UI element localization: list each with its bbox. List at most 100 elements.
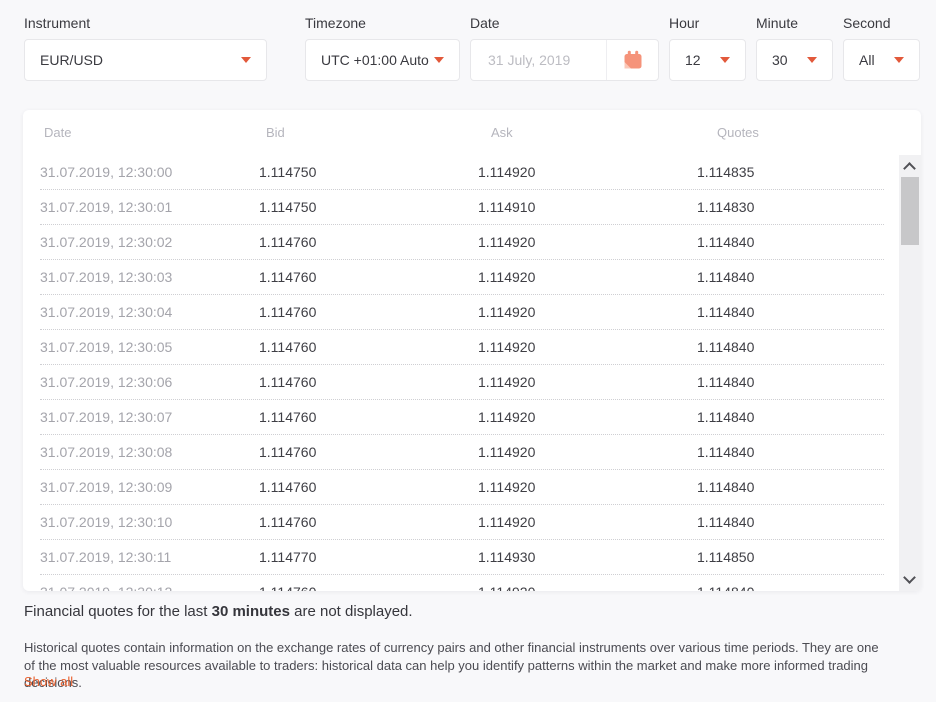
cell-date: 31.07.2019, 12:30:05 bbox=[40, 339, 173, 355]
table-row: 31.07.2019, 12:30:02 1.114760 1.114920 1… bbox=[23, 225, 899, 260]
chevron-down-icon bbox=[720, 57, 730, 63]
minute-label: Minute bbox=[756, 15, 799, 31]
cell-date: 31.07.2019, 12:30:10 bbox=[40, 514, 173, 530]
chevron-down-icon bbox=[807, 57, 817, 63]
cell-ask: 1.114920 bbox=[478, 269, 536, 285]
scroll-down-icon[interactable] bbox=[903, 571, 916, 584]
date-input[interactable] bbox=[471, 40, 606, 80]
cell-ask: 1.114920 bbox=[478, 514, 536, 530]
cell-date: 31.07.2019, 12:30:11 bbox=[40, 549, 172, 565]
notice-duration: 30 minutes bbox=[211, 603, 290, 620]
cell-ask: 1.114920 bbox=[478, 234, 536, 250]
column-header-bid: Bid bbox=[266, 125, 285, 140]
cell-quotes: 1.114840 bbox=[697, 479, 755, 495]
cell-ask: 1.114920 bbox=[478, 304, 536, 320]
date-label: Date bbox=[470, 15, 500, 31]
cell-quotes: 1.114830 bbox=[697, 199, 755, 215]
cell-date: 31.07.2019, 12:30:01 bbox=[40, 199, 173, 215]
cell-ask: 1.114920 bbox=[478, 479, 536, 495]
calendar-button[interactable] bbox=[606, 40, 658, 80]
cell-ask: 1.114920 bbox=[478, 164, 536, 180]
chevron-down-icon bbox=[894, 57, 904, 63]
cell-ask: 1.114920 bbox=[478, 575, 697, 591]
cell-ask: 1.114930 bbox=[478, 549, 536, 565]
historical-quotes-description: Historical quotes contain information on… bbox=[24, 640, 879, 690]
cell-ask: 1.114920 bbox=[478, 374, 536, 390]
chevron-down-icon bbox=[434, 57, 444, 63]
hour-label: Hour bbox=[669, 15, 700, 31]
cell-ask: 1.114920 bbox=[478, 409, 536, 425]
column-header-ask: Ask bbox=[491, 125, 513, 140]
column-header-date: Date bbox=[44, 125, 72, 140]
cell-date: 31.07.2019, 12:30:00 bbox=[40, 164, 173, 180]
cell-date: 31.07.2019, 12:30:12 bbox=[40, 575, 259, 591]
cell-bid: 1.114770 bbox=[259, 549, 317, 565]
timezone-filter: Timezone UTC +01:00 Auto bbox=[305, 16, 460, 81]
cell-quotes: 1.114840 bbox=[697, 514, 755, 530]
second-select[interactable]: All bbox=[843, 39, 920, 81]
second-label: Second bbox=[843, 15, 891, 31]
cell-quotes: 1.114840 bbox=[697, 409, 755, 425]
cell-bid: 1.114760 bbox=[259, 409, 317, 425]
cell-quotes: 1.114840 bbox=[697, 304, 755, 320]
cell-date: 31.07.2019, 12:30:06 bbox=[40, 374, 173, 390]
cell-bid: 1.114760 bbox=[259, 444, 317, 460]
vertical-scrollbar[interactable] bbox=[899, 155, 921, 591]
quotes-notice: Financial quotes for the last 30 minutes… bbox=[24, 603, 413, 620]
table-row: 31.07.2019, 12:30:05 1.114760 1.114920 1… bbox=[23, 330, 899, 365]
cell-date: 31.07.2019, 12:30:09 bbox=[40, 479, 173, 495]
cell-bid: 1.114760 bbox=[259, 339, 317, 355]
cell-date: 31.07.2019, 12:30:03 bbox=[40, 269, 173, 285]
cell-bid: 1.114760 bbox=[259, 234, 317, 250]
scrollbar-thumb[interactable] bbox=[901, 177, 919, 245]
cell-bid: 1.114760 bbox=[259, 269, 317, 285]
show-all-link[interactable]: Show all bbox=[24, 674, 74, 689]
minute-value: 30 bbox=[772, 52, 788, 68]
instrument-value: EUR/USD bbox=[40, 52, 104, 68]
column-header-quotes: Quotes bbox=[717, 125, 759, 140]
cell-date: 31.07.2019, 12:30:02 bbox=[40, 234, 173, 250]
cell-bid: 1.114760 bbox=[259, 575, 478, 591]
cell-quotes: 1.114840 bbox=[697, 575, 899, 591]
hour-select[interactable]: 12 bbox=[669, 39, 746, 81]
cell-bid: 1.114750 bbox=[259, 164, 317, 180]
table-row: 31.07.2019, 12:30:06 1.114760 1.114920 1… bbox=[23, 365, 899, 400]
calendar-icon bbox=[624, 50, 641, 69]
table-row: 31.07.2019, 12:30:08 1.114760 1.114920 1… bbox=[23, 435, 899, 470]
table-row: 31.07.2019, 12:30:11 1.114770 1.114930 1… bbox=[23, 540, 899, 575]
chevron-down-icon bbox=[241, 57, 251, 63]
table-row: 31.07.2019, 12:30:00 1.114750 1.114920 1… bbox=[23, 155, 899, 190]
cell-date: 31.07.2019, 12:30:08 bbox=[40, 444, 173, 460]
cell-bid: 1.114760 bbox=[259, 479, 317, 495]
second-filter: Second All bbox=[843, 16, 920, 81]
quotes-table-card: Date Bid Ask Quotes 31.07.2019, 12:30:00… bbox=[23, 110, 921, 591]
timezone-label: Timezone bbox=[305, 15, 366, 31]
cell-quotes: 1.114840 bbox=[697, 269, 755, 285]
table-body: 31.07.2019, 12:30:00 1.114750 1.114920 1… bbox=[23, 155, 899, 591]
cell-ask: 1.114920 bbox=[478, 339, 536, 355]
hour-value: 12 bbox=[685, 52, 701, 68]
instrument-filter: Instrument EUR/USD bbox=[24, 16, 267, 81]
cell-quotes: 1.114840 bbox=[697, 339, 755, 355]
cell-bid: 1.114750 bbox=[259, 199, 317, 215]
timezone-value: UTC +01:00 Auto bbox=[321, 52, 429, 68]
cell-quotes: 1.114840 bbox=[697, 374, 755, 390]
second-value: All bbox=[859, 52, 875, 68]
table-row: 31.07.2019, 12:30:10 1.114760 1.114920 1… bbox=[23, 505, 899, 540]
date-filter: Date bbox=[470, 16, 659, 81]
table-header: Date Bid Ask Quotes bbox=[23, 110, 921, 155]
timezone-select[interactable]: UTC +01:00 Auto bbox=[305, 39, 460, 81]
minute-select[interactable]: 30 bbox=[756, 39, 833, 81]
cell-date: 31.07.2019, 12:30:04 bbox=[40, 304, 173, 320]
table-row: 31.07.2019, 12:30:03 1.114760 1.114920 1… bbox=[23, 260, 899, 295]
cell-bid: 1.114760 bbox=[259, 374, 317, 390]
notice-prefix: Financial quotes for the last bbox=[24, 603, 212, 620]
table-row: 31.07.2019, 12:30:09 1.114760 1.114920 1… bbox=[23, 470, 899, 505]
cell-quotes: 1.114840 bbox=[697, 444, 755, 460]
instrument-select[interactable]: EUR/USD bbox=[24, 39, 267, 81]
hour-filter: Hour 12 bbox=[669, 16, 746, 81]
cell-ask: 1.114920 bbox=[478, 444, 536, 460]
cell-quotes: 1.114840 bbox=[697, 234, 755, 250]
cell-ask: 1.114910 bbox=[478, 199, 536, 215]
scroll-up-icon[interactable] bbox=[903, 162, 916, 175]
